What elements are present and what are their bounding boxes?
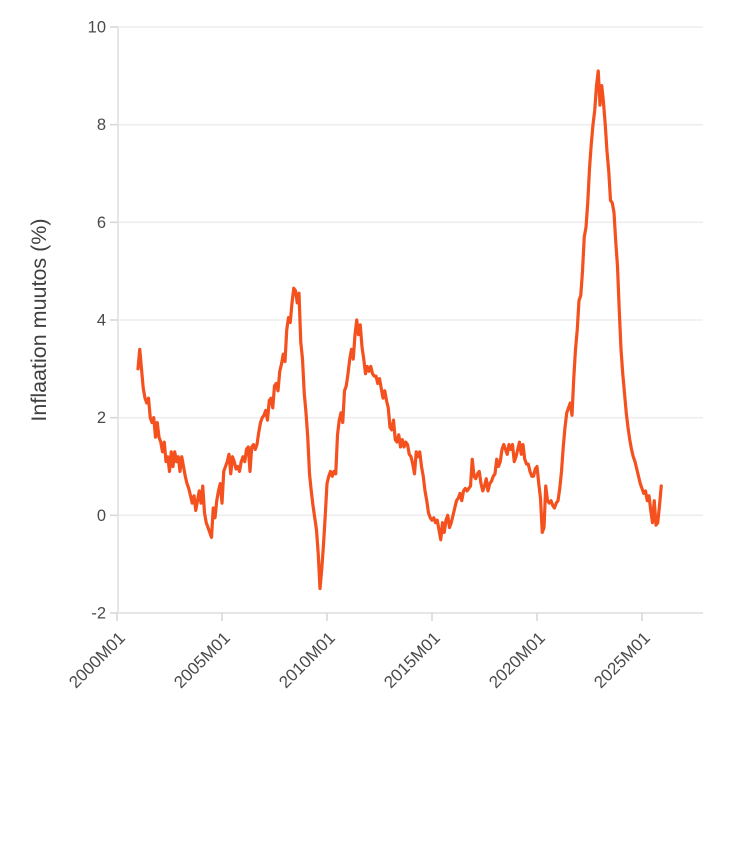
y-tick-label: 8 (97, 116, 106, 134)
y-tick-label: 10 (88, 19, 106, 37)
inflation-series-line (136, 69, 663, 591)
y-tick-label: -2 (91, 605, 106, 623)
y-tick-label: 2 (97, 409, 106, 427)
y-tick-label: 6 (97, 214, 106, 232)
y-tick-label: 0 (97, 507, 106, 525)
y-axis-title: Inflaation muutos (%) (27, 218, 51, 421)
y-tick-label: 4 (97, 312, 106, 330)
